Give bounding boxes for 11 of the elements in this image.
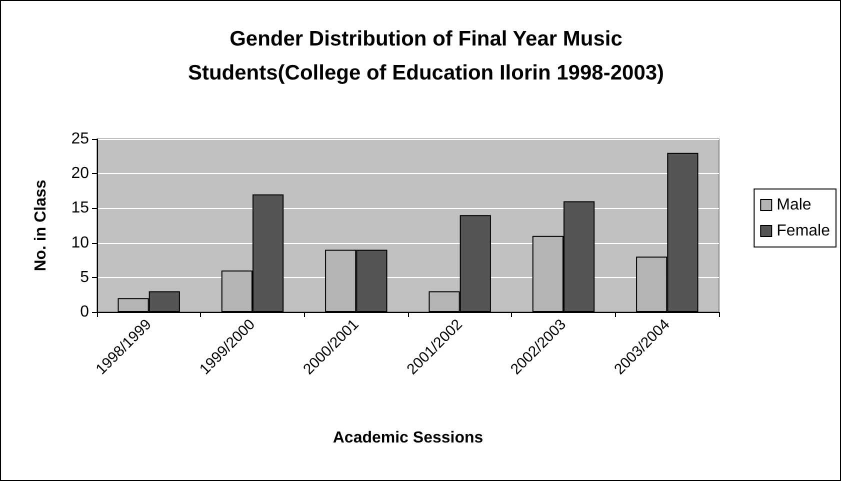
y-axis-title: No. in Class [32,180,50,272]
y-tick-label: 25 [71,130,90,148]
chart-title: Gender Distribution of Final Year Music Students(College of Education Ilorin 1998-2003) [188,28,664,84]
legend-label: Female [776,222,830,240]
y-tick-label: 20 [71,165,90,182]
y-tick-label: 5 [80,268,90,286]
x-axis-title: Academic Sessions [332,430,484,446]
y-tick-label: 10 [71,234,90,252]
y-tick-label: 15 [71,200,90,217]
legend-label: Male [776,196,812,214]
y-tick-label: 0 [80,304,90,320]
